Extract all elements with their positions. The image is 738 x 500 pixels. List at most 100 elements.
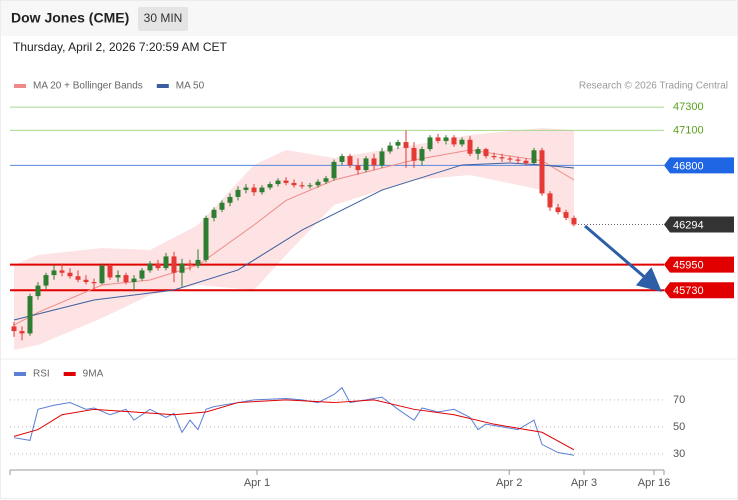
candle-body xyxy=(499,157,505,159)
candle-body xyxy=(163,256,169,269)
candle-body xyxy=(355,165,361,171)
candle-body xyxy=(251,187,257,193)
candle-body xyxy=(171,256,177,273)
candle-body xyxy=(347,156,353,166)
candle-body xyxy=(547,193,553,208)
candle-body xyxy=(331,161,337,179)
candle-body xyxy=(371,158,377,166)
candle-body xyxy=(195,259,201,266)
candle-body xyxy=(555,207,561,213)
candle-body xyxy=(411,147,417,161)
candle-body xyxy=(515,159,521,161)
legend-label: MA 50 xyxy=(176,81,205,92)
candle-body xyxy=(275,180,281,185)
forecast-arrow xyxy=(584,224,662,292)
candle-body xyxy=(19,331,25,334)
candle-body xyxy=(107,265,113,278)
candle-body xyxy=(43,275,49,286)
level-label: 46800 xyxy=(673,160,704,172)
candle-body xyxy=(115,275,121,278)
candle-body xyxy=(11,326,17,332)
candle-body xyxy=(467,139,473,154)
candle-body xyxy=(315,181,321,186)
x-tick-label: Apr 16 xyxy=(638,477,670,489)
legend-label: 9MA xyxy=(83,369,104,380)
candle-body xyxy=(571,217,577,225)
legend-swatch xyxy=(63,372,76,376)
candle-body xyxy=(451,137,457,145)
level-label-box xyxy=(664,157,734,174)
candle-body xyxy=(283,180,289,183)
candle-body xyxy=(531,150,537,164)
candle-body xyxy=(307,185,313,187)
candle-body xyxy=(379,151,385,166)
legend-swatch xyxy=(14,84,26,88)
candle-body xyxy=(259,187,265,193)
y-tick-label: 70 xyxy=(673,394,685,406)
legend-swatch xyxy=(14,372,26,376)
candle-body xyxy=(187,263,193,266)
candle-body xyxy=(323,178,329,182)
candle-body xyxy=(147,263,153,271)
candle-body xyxy=(155,263,161,269)
chart-title: Dow Jones (CME) xyxy=(11,10,129,26)
candle-body xyxy=(179,263,185,273)
interval[interactable]: 30 MIN xyxy=(144,11,183,25)
credit: Research © 2026 Trading Central xyxy=(579,81,728,92)
level-label: 45730 xyxy=(673,285,704,297)
candle-body xyxy=(51,270,57,276)
level-label: 47300 xyxy=(673,101,704,113)
candle-body xyxy=(491,156,497,158)
candle-body xyxy=(211,209,217,218)
candle-body xyxy=(75,276,81,280)
candle-body xyxy=(91,282,97,284)
level-label-box xyxy=(664,256,734,273)
candle-body xyxy=(67,272,73,277)
x-tick-label: Apr 3 xyxy=(571,477,597,489)
candle-body xyxy=(243,187,249,190)
legend-label: RSI xyxy=(33,369,50,380)
level-label: 47100 xyxy=(673,124,704,136)
candle-body xyxy=(35,285,41,297)
candle-body xyxy=(339,156,345,162)
candle-body xyxy=(443,137,449,141)
candle-body xyxy=(139,270,145,279)
indicator-line xyxy=(13,149,575,326)
x-tick-label: Apr 2 xyxy=(496,477,522,489)
y-tick-label: 30 xyxy=(673,448,685,460)
candle-body xyxy=(123,275,129,283)
last-price-label: 46294 xyxy=(673,219,704,231)
candle-body xyxy=(403,142,409,148)
indicator-line xyxy=(13,386,575,456)
candle-body xyxy=(131,278,137,283)
candle-body xyxy=(203,217,209,260)
x-tick-label: Apr 1 xyxy=(244,477,270,489)
candle-body xyxy=(291,182,297,186)
indicator-line xyxy=(13,399,575,451)
candle-body xyxy=(59,270,65,273)
candle-body xyxy=(523,160,529,164)
interval-badge[interactable] xyxy=(138,7,188,31)
timestamp: Thursday, April 2, 2026 7:20:59 AM CET xyxy=(13,40,228,54)
candle-body xyxy=(563,212,569,218)
candle-body xyxy=(227,196,233,203)
candle-body xyxy=(387,145,393,152)
candle-body xyxy=(475,149,481,154)
candle-body xyxy=(483,149,489,157)
legend-label: MA 20 + Bollinger Bands xyxy=(33,81,143,92)
candle-body xyxy=(299,185,305,187)
candle-body xyxy=(459,139,465,145)
candle-body xyxy=(83,279,89,283)
candle-body xyxy=(27,296,33,334)
last-price-box xyxy=(664,216,734,233)
candle-body xyxy=(395,142,401,146)
candle-body xyxy=(267,184,273,188)
candle-body xyxy=(99,265,105,284)
bollinger-band xyxy=(14,127,574,350)
candle-body xyxy=(219,202,225,210)
y-tick-label: 50 xyxy=(673,421,685,433)
candle-body xyxy=(435,137,441,141)
level-label-box xyxy=(664,282,734,299)
